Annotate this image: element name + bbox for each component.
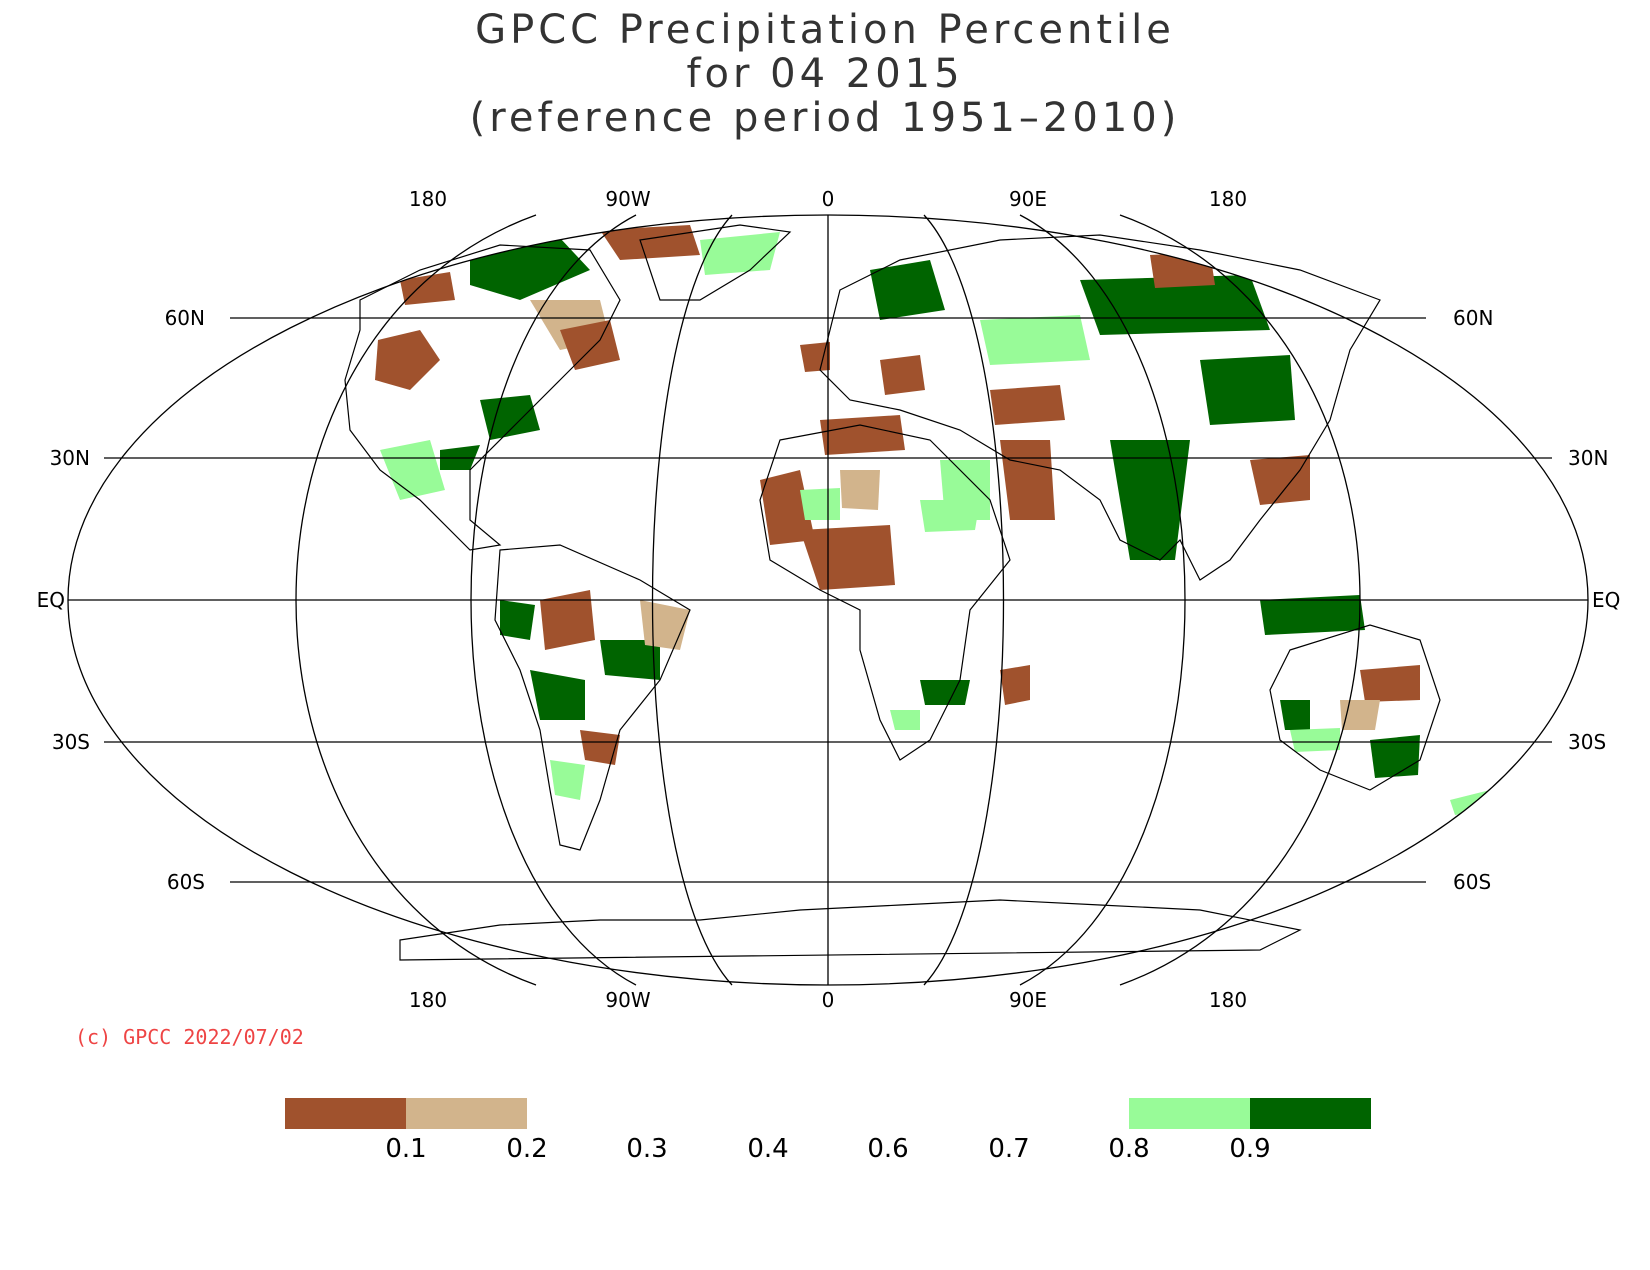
legend-tick-label: 0.1: [385, 1134, 426, 1164]
lon-label-bottom: 0: [822, 988, 835, 1012]
legend-swatch-very-wet: [1250, 1098, 1371, 1129]
longitude-labels-bottom: 180 90W 0 90E 180: [409, 988, 1247, 1012]
patch-very-dry: [990, 385, 1065, 425]
meridian-90w: [470, 214, 637, 986]
patch-wet: [550, 760, 585, 800]
patch-very-dry: [375, 330, 440, 390]
coastline-australia: [1269, 624, 1441, 791]
patch-very-wet: [480, 395, 540, 440]
lon-label-top: 180: [409, 187, 447, 211]
patch-wet: [700, 232, 780, 275]
patch-very-dry: [540, 590, 595, 650]
coastline-north-america: [344, 244, 621, 551]
legend-tick-label: 0.7: [988, 1134, 1029, 1164]
precipitation-field: [375, 225, 1490, 815]
patch-very-dry: [1150, 252, 1215, 288]
patch-very-dry: [400, 272, 455, 305]
map-subtitle-date: for 04 2015: [686, 51, 964, 97]
legend-tick-label: 0.6: [867, 1134, 908, 1164]
copyright-notice: (c) GPCC 2022/07/02: [75, 1025, 304, 1049]
patch-dry: [640, 600, 690, 650]
lat-label-left: EQ: [37, 588, 65, 612]
latitude-labels-right: 60N 30N EQ 30S 60S: [1453, 306, 1620, 894]
meridian-90e: [1019, 214, 1186, 986]
patch-very-wet: [500, 600, 535, 640]
patch-wet: [940, 460, 990, 520]
patch-very-wet: [1080, 275, 1270, 335]
title-block: GPCC Precipitation Percentile for 04 201…: [0, 8, 1650, 140]
patch-very-wet: [1110, 440, 1190, 560]
patch-very-wet: [1280, 700, 1310, 730]
patch-wet: [890, 710, 920, 730]
patch-very-dry: [1000, 665, 1030, 705]
coastline-south-america: [494, 544, 691, 851]
longitude-labels-top: 180 90W 0 90E 180: [409, 187, 1247, 211]
patch-wet: [980, 315, 1090, 365]
coastline-antarctica: [399, 899, 1302, 961]
lon-label-bottom: 180: [1209, 988, 1247, 1012]
patch-very-dry: [1250, 455, 1310, 505]
patch-dry: [840, 470, 880, 510]
lon-label-bottom: 90W: [605, 988, 650, 1012]
meridian-135e: [1119, 214, 1361, 986]
legend-tick-label: 0.8: [1108, 1134, 1149, 1164]
patch-very-wet: [1200, 355, 1295, 425]
map-graticule: [67, 214, 1589, 986]
coastline-africa: [759, 424, 1011, 761]
lat-label-left: 30S: [52, 730, 90, 754]
patch-very-dry: [580, 730, 620, 765]
legend-tick-label: 0.4: [747, 1134, 788, 1164]
coastline-greenland: [639, 224, 792, 301]
latitude-labels-left: 60N 30N EQ 30S 60S: [37, 306, 205, 894]
lon-label-top: 90E: [1009, 187, 1047, 211]
lon-label-bottom: 180: [409, 988, 447, 1012]
lat-label-left: 60N: [165, 306, 205, 330]
legend-swatch-dry: [406, 1098, 527, 1129]
legend-swatch-wet: [1129, 1098, 1250, 1129]
map-title: GPCC Precipitation Percentile: [475, 7, 1175, 53]
patch-very-wet: [470, 238, 590, 300]
coastlines: [344, 224, 1441, 961]
coastline-eurasia: [819, 234, 1381, 581]
patch-very-dry: [800, 525, 895, 590]
lon-label-bottom: 90E: [1009, 988, 1047, 1012]
legend-tick-label: 0.9: [1229, 1134, 1270, 1164]
patch-very-dry: [560, 320, 620, 370]
lon-label-top: 180: [1209, 187, 1247, 211]
patch-very-dry: [820, 415, 905, 455]
map-subtitle-reference: (reference period 1951–2010): [469, 95, 1181, 141]
lon-label-top: 90W: [605, 187, 650, 211]
lat-label-left: 30N: [50, 446, 90, 470]
legend-swatch-very-dry: [285, 1098, 406, 1129]
lat-label-right: EQ: [1592, 588, 1620, 612]
lat-label-right: 60S: [1453, 870, 1491, 894]
lat-label-right: 30S: [1568, 730, 1606, 754]
patch-wet: [380, 440, 445, 500]
lat-label-right: 30N: [1568, 446, 1608, 470]
patch-very-dry: [800, 342, 830, 372]
legend: 0.1 0.2 0.3 0.4 0.6 0.7 0.8 0.9: [285, 1098, 1371, 1164]
patch-very-dry: [760, 470, 815, 545]
patch-very-wet: [600, 640, 660, 680]
patch-very-dry: [1360, 665, 1420, 702]
patch-very-dry: [880, 355, 925, 395]
legend-tick-label: 0.2: [506, 1134, 547, 1164]
lat-label-right: 60N: [1453, 306, 1493, 330]
lat-label-left: 60S: [167, 870, 205, 894]
legend-tick-label: 0.3: [626, 1134, 667, 1164]
patch-wet: [800, 488, 840, 520]
patch-very-dry: [600, 225, 700, 260]
patch-dry: [1340, 700, 1380, 730]
meridian-135w: [295, 214, 537, 986]
meridian-45w: [651, 214, 733, 986]
patch-very-wet: [870, 260, 945, 320]
patch-wet: [1290, 728, 1340, 752]
patch-very-wet: [920, 680, 970, 705]
patch-very-wet: [530, 670, 585, 720]
meridian-45e: [923, 214, 1005, 986]
lon-label-top: 0: [822, 187, 835, 211]
patch-very-dry: [1000, 440, 1055, 520]
patch-very-wet: [1260, 595, 1365, 635]
